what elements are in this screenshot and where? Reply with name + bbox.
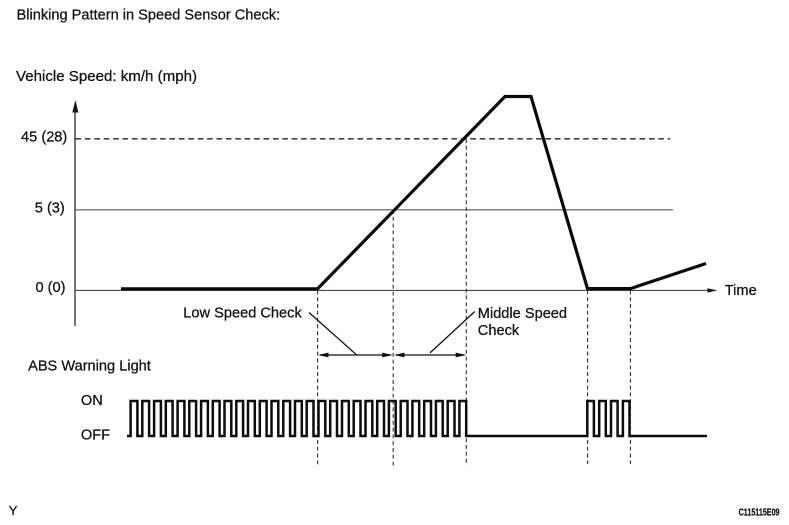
svg-text:C115115E09: C115115E09 — [739, 506, 780, 518]
svg-text:OFF: OFF — [81, 428, 110, 444]
svg-text:Blinking Pattern in Speed Sens: Blinking Pattern in Speed Sensor Check: — [17, 7, 281, 23]
svg-text:Low Speed Check: Low Speed Check — [183, 305, 302, 321]
svg-text:ON: ON — [81, 393, 103, 409]
svg-text:5 (3): 5 (3) — [35, 201, 65, 217]
svg-text:0 (0): 0 (0) — [35, 280, 65, 296]
svg-text:Middle Speed: Middle Speed — [478, 306, 567, 322]
svg-text:45 (28): 45 (28) — [21, 129, 67, 145]
svg-text:Time: Time — [725, 283, 757, 299]
svg-text:Vehicle Speed: km/h (mph): Vehicle Speed: km/h (mph) — [16, 69, 197, 85]
svg-text:Check: Check — [478, 323, 520, 339]
svg-text:ABS Warning Light: ABS Warning Light — [28, 359, 151, 375]
svg-text:Y: Y — [9, 503, 18, 518]
